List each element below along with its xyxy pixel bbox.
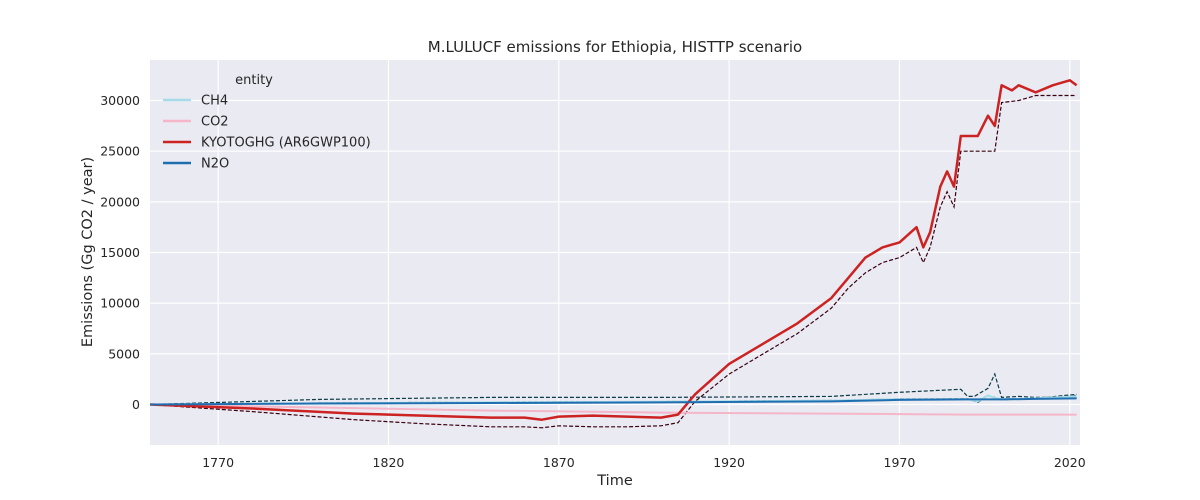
- dashed-reference-line: [149, 94, 1077, 429]
- y-tick-label: 20000: [100, 194, 140, 209]
- x-axis-title: Time: [596, 473, 633, 489]
- legend-label: CH4: [201, 94, 228, 109]
- y-tick-label: 5000: [108, 346, 140, 361]
- tick-labels: 1770 1820 1870 1920 1970 2020 0 5000 10000 15000 2…: [100, 93, 1085, 470]
- x-tick-label: 1820: [373, 455, 405, 470]
- x-tick-label: 2020: [1054, 455, 1086, 470]
- y-tick-label: 25000: [100, 144, 140, 159]
- legend: entity CH4 CO2 KYOTOGHG (AR6GWP100) N2O: [163, 73, 371, 172]
- x-tick-label: 1970: [884, 455, 916, 470]
- legend-title: entity: [235, 73, 273, 88]
- y-tick-label: 10000: [100, 296, 140, 311]
- x-tick-label: 1770: [202, 455, 234, 470]
- series-line-kyotoghg-ar6gwp100: [149, 79, 1078, 421]
- y-tick-label: 15000: [100, 245, 140, 260]
- y-axis-title: Emissions (Gg CO2 / year): [80, 157, 96, 347]
- series-lines: [149, 79, 1078, 421]
- legend-label: KYOTOGHG (AR6GWP100): [201, 136, 371, 151]
- x-tick-label: 1870: [543, 455, 575, 470]
- legend-label: N2O: [201, 157, 229, 172]
- grid: [150, 60, 1080, 445]
- x-tick-label: 1920: [713, 455, 745, 470]
- series-line-co2: [149, 403, 1077, 416]
- y-tick-label: 0: [132, 397, 140, 412]
- y-tick-label: 30000: [100, 93, 140, 108]
- series-line-n2o: [149, 397, 1077, 406]
- chart-title: M.LULUCF emissions for Ethiopia, HISTTP …: [428, 38, 802, 56]
- legend-label: CO2: [201, 115, 229, 130]
